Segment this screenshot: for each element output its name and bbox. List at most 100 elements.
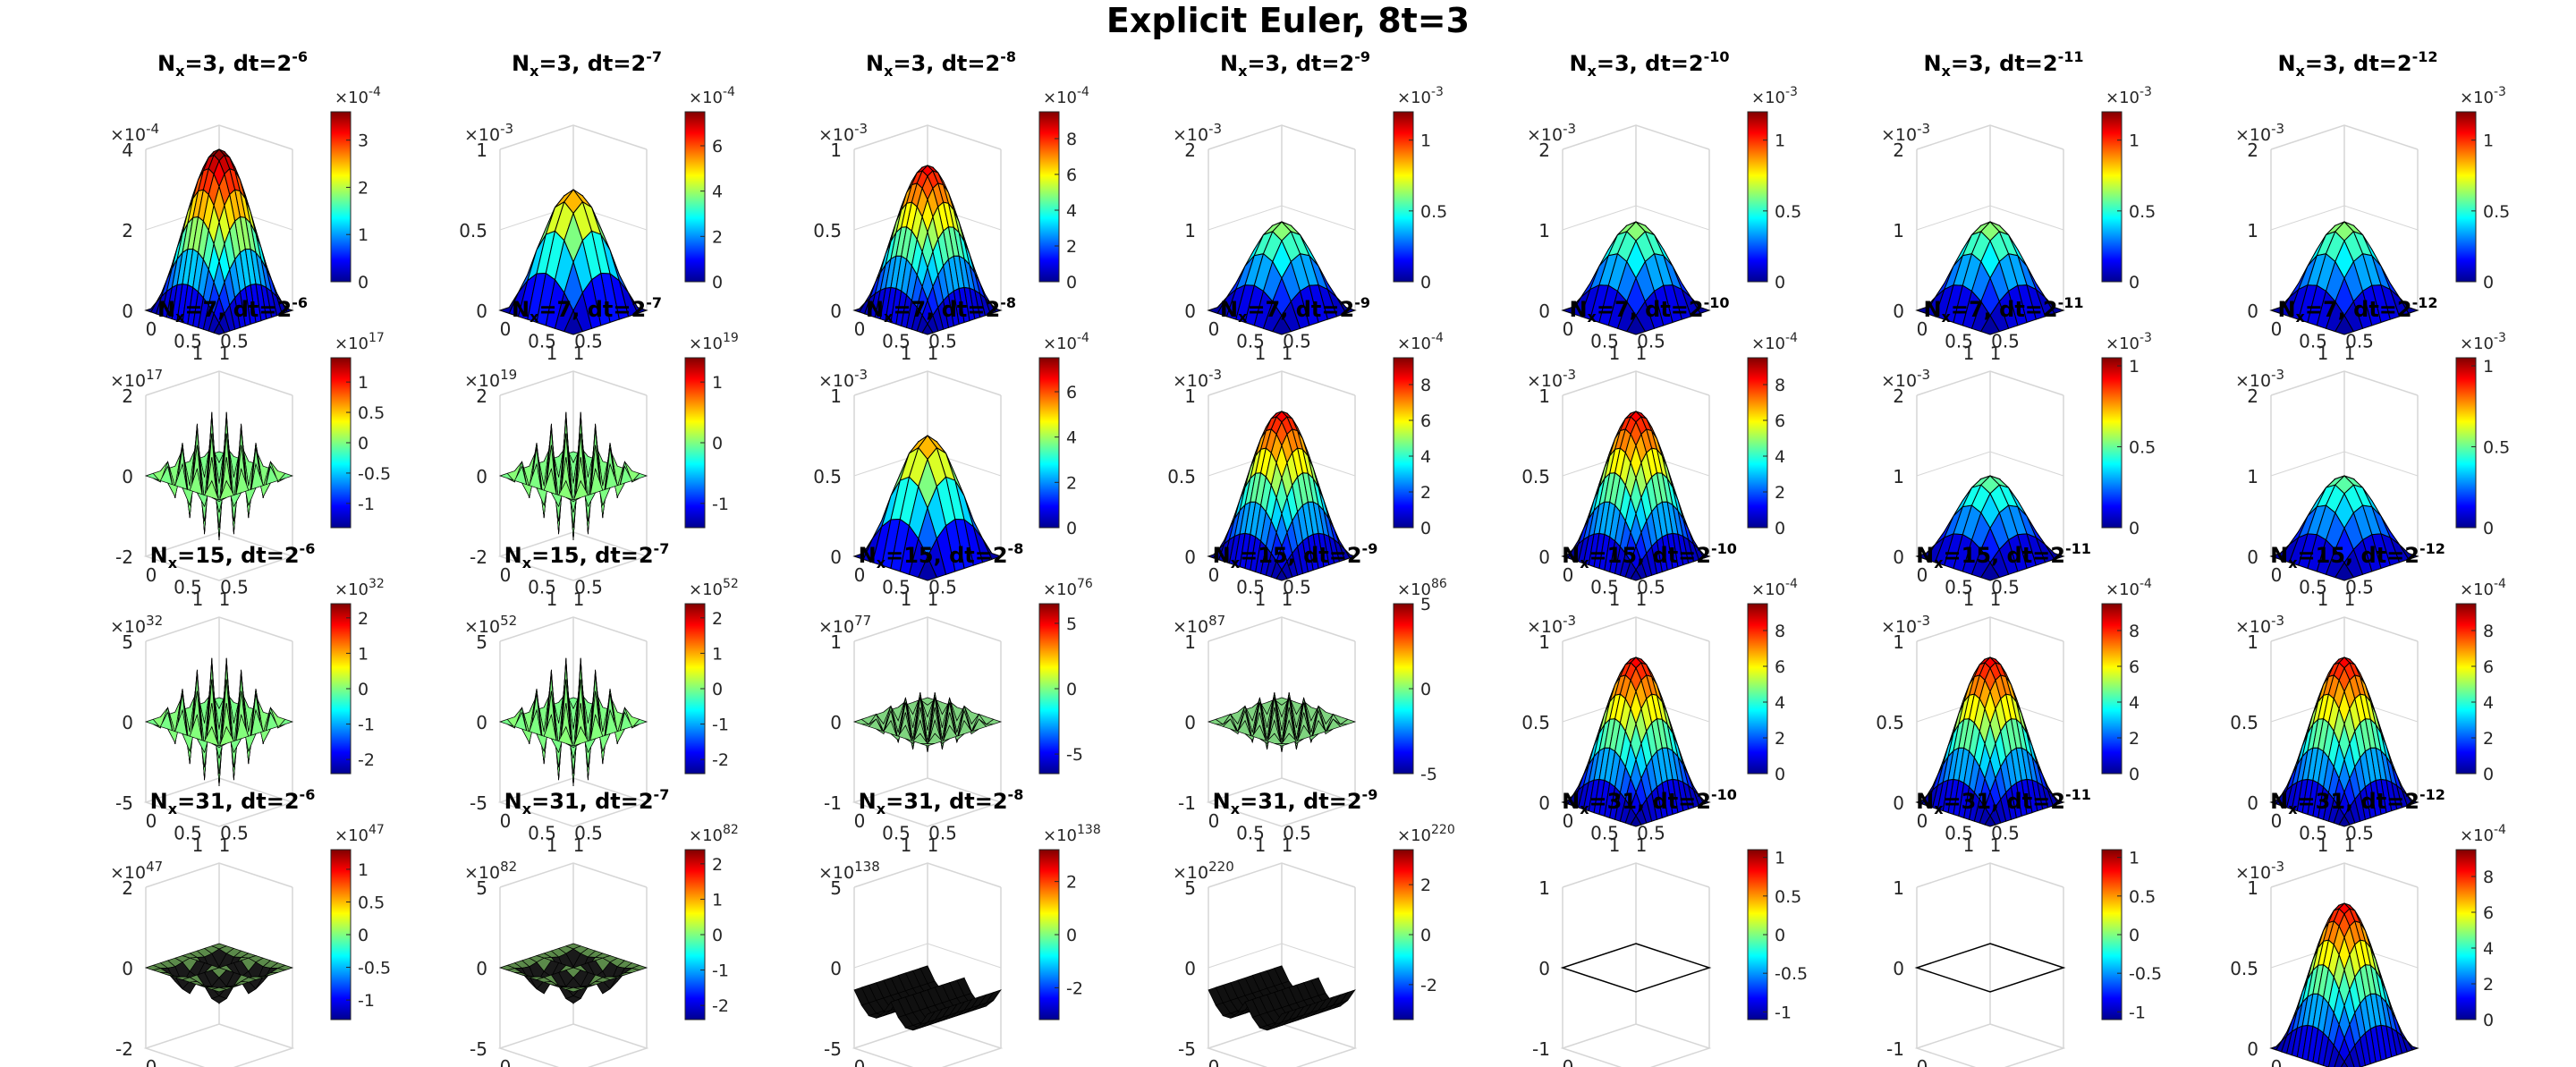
z-exponent-label: ×10-3 bbox=[2235, 367, 2284, 391]
colorbar-tick-label: 4 bbox=[1066, 428, 1077, 448]
z-gridline bbox=[2270, 124, 2419, 150]
y-tick-label: 1 bbox=[1609, 834, 1621, 856]
z-tick-label: -1 bbox=[1178, 792, 1196, 814]
surface-patch bbox=[1272, 314, 1292, 335]
z-exponent-label: ×10-3 bbox=[1881, 613, 1930, 637]
y-tick-label: 0.5 bbox=[574, 577, 603, 598]
colorbar-tick-label: 0 bbox=[2129, 519, 2140, 538]
colorbar-tick-label: 6 bbox=[2483, 657, 2494, 677]
x-tick-label: 1 bbox=[219, 343, 231, 364]
colorbar-tick-label: 4 bbox=[2129, 693, 2140, 713]
x-tick-label: 0.5 bbox=[882, 577, 911, 598]
z-tick-label: 0 bbox=[122, 712, 133, 733]
colorbar-tick-label: -2 bbox=[1420, 976, 1437, 995]
z-tick-label: 0.5 bbox=[813, 466, 842, 487]
z-exponent-label: ×10-3 bbox=[2235, 613, 2284, 637]
z-exponent-label: ×10220 bbox=[1173, 859, 1234, 883]
x-tick-label: 0 bbox=[854, 318, 866, 340]
colorbar-exponent-label: ×10-4 bbox=[1043, 85, 1089, 107]
colorbar-tick-label: 2 bbox=[1775, 729, 1785, 749]
panel-title: Nx=31, dt=2-6 bbox=[150, 786, 316, 817]
colorbar-tick-label: -1 bbox=[2129, 1003, 2146, 1022]
colorbar-exponent-label: ×10-4 bbox=[2460, 577, 2506, 599]
colorbar-exponent-label: ×10138 bbox=[1043, 823, 1101, 845]
colorbar-tick-label: 0 bbox=[1066, 273, 1077, 292]
colorbar-tick-label: 0 bbox=[1420, 926, 1431, 945]
z-tick-label: 0 bbox=[830, 712, 842, 733]
z-tick-label: 1 bbox=[1893, 220, 1904, 241]
colorbar-tick-label: 2 bbox=[358, 178, 369, 198]
y-tick-label: 1 bbox=[192, 343, 204, 364]
y-tick-label: 1 bbox=[1255, 589, 1267, 610]
x-tick-label: 0 bbox=[500, 1056, 512, 1067]
colorbar-tick-label: 0.5 bbox=[358, 893, 385, 912]
surface-patch bbox=[2334, 314, 2355, 335]
z-tick-label: 1 bbox=[1538, 877, 1550, 899]
y-tick-label: 1 bbox=[901, 834, 912, 856]
colorbar-tick-label: 6 bbox=[712, 137, 723, 157]
z-gridline bbox=[145, 370, 293, 396]
z-exponent-label: ×10-3 bbox=[1173, 121, 1222, 145]
x-tick-label: 0 bbox=[2271, 1056, 2283, 1067]
colorbar-exponent-label: ×1052 bbox=[689, 577, 739, 599]
x-tick-label: 1 bbox=[1282, 589, 1293, 610]
y-tick-label: 1 bbox=[2318, 589, 2329, 610]
colorbar-tick-label: 0.5 bbox=[1775, 887, 1801, 907]
y-tick-label: 1 bbox=[1255, 343, 1267, 364]
colorbar bbox=[2455, 111, 2477, 283]
z-exponent-label: ×10138 bbox=[818, 859, 880, 883]
panel-r1-c0: Nx=7, dt=2-6-202×101700.510.51-1-0.500.5… bbox=[110, 294, 391, 610]
z-gridline bbox=[1208, 124, 1356, 150]
colorbar-tick-label: 0.5 bbox=[358, 403, 385, 423]
surface-patch bbox=[1626, 314, 1647, 335]
y-tick-label: 1 bbox=[1963, 834, 1975, 856]
colorbar-tick-label: 0 bbox=[1066, 680, 1077, 699]
colorbar-tick-label: 0.5 bbox=[1775, 202, 1801, 222]
surface-patch bbox=[918, 555, 937, 581]
colorbar-tick-label: 2 bbox=[2129, 729, 2140, 749]
y-tick-label: 1 bbox=[901, 589, 912, 610]
z-gridline bbox=[1208, 205, 1356, 231]
colorbar-tick-label: 8 bbox=[2129, 622, 2140, 641]
z-tick-label: 2 bbox=[476, 385, 487, 407]
colorbar-tick-label: 6 bbox=[1420, 411, 1431, 431]
colorbar-tick-label: 0 bbox=[1775, 519, 1785, 538]
colorbar-tick-label: 1 bbox=[1775, 131, 1785, 151]
panel-title: Nx=31, dt=2-9 bbox=[1213, 786, 1378, 817]
z-tick-label: 0 bbox=[1893, 792, 1904, 814]
colorbar-tick-label: 0 bbox=[2129, 926, 2140, 945]
colorbar-tick-label: 0 bbox=[2483, 273, 2494, 292]
colorbar-tick-label: -1 bbox=[712, 961, 729, 981]
colorbar-tick-label: 1 bbox=[358, 644, 369, 664]
colorbar-exponent-label: ×10-4 bbox=[689, 85, 735, 107]
z-gridline bbox=[1562, 370, 1710, 396]
z-exponent-label: ×10-4 bbox=[110, 121, 159, 145]
colorbar-tick-label: 1 bbox=[2483, 357, 2494, 377]
z-gridline bbox=[499, 370, 648, 396]
y-tick-label: 1 bbox=[1609, 343, 1621, 364]
x-tick-label: 0.5 bbox=[1945, 331, 1973, 352]
colorbar-tick-label: -2 bbox=[358, 750, 375, 770]
y-tick-label: 0.5 bbox=[928, 823, 957, 844]
z-tick-label: 0 bbox=[122, 466, 133, 487]
z-gridline bbox=[499, 1023, 648, 1049]
z-tick-label: 1 bbox=[830, 385, 842, 407]
colorbar-tick-label: 0 bbox=[712, 680, 723, 699]
colorbar-tick-label: 8 bbox=[2483, 868, 2494, 887]
colorbar-tick-label: -2 bbox=[1066, 978, 1083, 998]
axis-floor bbox=[497, 1023, 649, 1067]
colorbar-exponent-label: ×10-3 bbox=[2460, 331, 2506, 353]
z-tick-label: 0 bbox=[1893, 301, 1904, 322]
z-tick-label: 0.5 bbox=[1167, 466, 1196, 487]
z-exponent-label: ×10-3 bbox=[1881, 367, 1930, 391]
surface-patch bbox=[919, 742, 936, 747]
x-tick-label: 0 bbox=[854, 1056, 866, 1067]
x-tick-label: 0.5 bbox=[1236, 577, 1265, 598]
z-exponent-label: ×10-3 bbox=[1527, 367, 1576, 391]
colorbar-exponent-label: ×10-3 bbox=[1751, 85, 1798, 107]
colorbar-tick-label: 0 bbox=[1066, 926, 1077, 945]
colorbar-tick-label: -2 bbox=[712, 996, 729, 1016]
